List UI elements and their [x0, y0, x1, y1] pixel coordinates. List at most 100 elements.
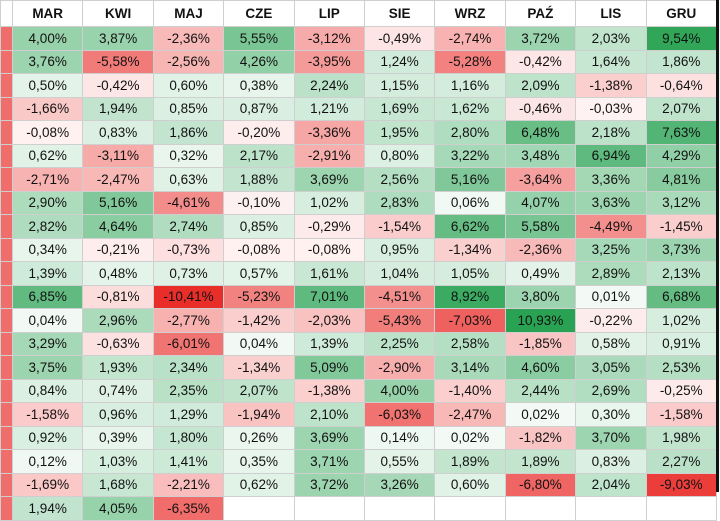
table-cell: 3,63% [575, 190, 647, 215]
table-cell: -0,03% [575, 96, 647, 121]
table-cell: 0,91% [645, 331, 717, 356]
header-cell: WRZ [434, 0, 506, 27]
table-cell: 1,24% [363, 49, 436, 74]
table-cell: 1,41% [152, 449, 225, 474]
table-cell: -3,64% [504, 167, 577, 192]
table-cell: 0,80% [363, 143, 436, 168]
table-cell: 3,71% [293, 449, 365, 474]
table-cell: 4,64% [82, 214, 154, 239]
row-label-cell [0, 190, 13, 215]
table-row: 3,76% -5,58% -2,56% 4,26% -3,95% 1,24% -5,28% -… [0, 49, 717, 74]
table-cell: -1,38% [293, 378, 365, 403]
table-cell: -0,42% [82, 73, 154, 98]
table-cell: -3,12% [293, 26, 365, 51]
table-cell: 0,74% [82, 378, 154, 403]
header-cell: MAR [11, 0, 84, 27]
table-cell: 0,12% [11, 449, 84, 474]
row-label-cell [0, 308, 13, 333]
table-cell: -2,90% [363, 355, 436, 380]
table-cell: 2,80% [434, 120, 506, 145]
table-cell: 3,76% [11, 49, 84, 74]
row-label-cell [0, 26, 13, 51]
table-cell: -2,03% [293, 308, 365, 333]
table-body: 4,00% 3,87% -2,36% 5,55% -3,12% -0,49% -2,74% 3… [0, 26, 717, 521]
table-cell: 0,62% [11, 143, 84, 168]
table-cell: 1,94% [11, 496, 84, 521]
table-cell: 0,84% [11, 378, 84, 403]
table-row: 0,04% 2,96% -2,77% -1,42% -2,03% -5,43% -7,03%… [0, 308, 717, 333]
table-row: 2,90% 5,16% -4,61% -0,10% 1,02% 2,83% 0,06% 4,0… [0, 190, 717, 215]
table-cell: 3,36% [575, 167, 647, 192]
table-cell: -4,51% [363, 284, 436, 309]
table-cell: -7,03% [434, 308, 506, 333]
header-cell: SIE [363, 0, 436, 27]
table-cell: -1,34% [223, 355, 295, 380]
table-cell: 0,39% [82, 425, 154, 450]
table-cell: 2,69% [575, 378, 647, 403]
table-cell: 0,55% [363, 449, 436, 474]
table-cell: -1,54% [363, 214, 436, 239]
table-cell: 1,98% [645, 425, 717, 450]
table-cell: 1,05% [434, 261, 506, 286]
table-cell: -0,73% [152, 237, 225, 262]
table-cell: -1,58% [645, 402, 717, 427]
table-cell: -5,43% [363, 308, 436, 333]
table-cell: 0,85% [223, 214, 295, 239]
table-row: 0,12% 1,03% 1,41% 0,35% 3,71% 0,55% 1,89% 1,89%… [0, 449, 717, 474]
table-row: 3,29% -0,63% -6,01% 0,04% 1,39% 2,25% 2,58% -1,… [0, 331, 717, 356]
table-cell: 0,26% [223, 425, 295, 450]
table-cell: 1,39% [11, 261, 84, 286]
table-cell: -0,42% [504, 49, 577, 74]
table-cell: 0,87% [223, 96, 295, 121]
table-cell: -5,58% [82, 49, 154, 74]
table-cell: -0,81% [82, 284, 154, 309]
table-cell: 0,60% [152, 73, 225, 98]
table-cell: 0,04% [223, 331, 295, 356]
table-cell: -4,61% [152, 190, 225, 215]
table-cell: 1,29% [152, 402, 225, 427]
table-cell: -9,03% [645, 472, 717, 497]
table-cell: 2,90% [11, 190, 84, 215]
table-cell: 2,89% [575, 261, 647, 286]
table-cell: 10,93% [504, 308, 577, 333]
table-cell: -0,63% [82, 331, 154, 356]
table-cell: -1,38% [575, 73, 647, 98]
table-cell: 5,09% [293, 355, 365, 380]
row-label-cell [0, 96, 13, 121]
table-cell: 9,54% [645, 26, 717, 51]
table-cell: -2,47% [82, 167, 154, 192]
table-cell: 7,01% [293, 284, 365, 309]
row-label-cell [0, 496, 13, 521]
table-cell: -4,49% [575, 214, 647, 239]
table-cell: 0,85% [152, 96, 225, 121]
table-cell: 0,57% [223, 261, 295, 286]
table-cell: -10,41% [152, 284, 225, 309]
table-cell: -0,64% [645, 73, 717, 98]
table-cell: -2,77% [152, 308, 225, 333]
row-label-cell [0, 143, 13, 168]
table-cell: 2,44% [504, 378, 577, 403]
table-cell: 3,75% [11, 355, 84, 380]
table-cell: 0,38% [223, 73, 295, 98]
table-cell: -6,03% [363, 402, 436, 427]
table-cell: -1,42% [223, 308, 295, 333]
table-cell: 4,00% [363, 378, 436, 403]
table-cell: -2,47% [434, 402, 506, 427]
table-cell: 0,02% [434, 425, 506, 450]
table-row: 1,94% 4,05% -6,35% [0, 496, 717, 521]
table-cell: 0,62% [223, 472, 295, 497]
table-cell: 4,07% [504, 190, 577, 215]
table-cell: 0,63% [152, 167, 225, 192]
table-cell: 3,72% [504, 26, 577, 51]
table-cell: -1,85% [504, 331, 577, 356]
table-cell: 4,00% [11, 26, 84, 51]
table-cell: 2,35% [152, 378, 225, 403]
table-edge-divider [716, 0, 719, 492]
table-cell: -0,29% [293, 214, 365, 239]
table-cell: 2,07% [645, 96, 717, 121]
table-cell: 6,62% [434, 214, 506, 239]
table-cell: 1,89% [504, 449, 577, 474]
table-cell: 3,22% [434, 143, 506, 168]
table-cell: 2,17% [223, 143, 295, 168]
table-cell: -3,36% [293, 120, 365, 145]
